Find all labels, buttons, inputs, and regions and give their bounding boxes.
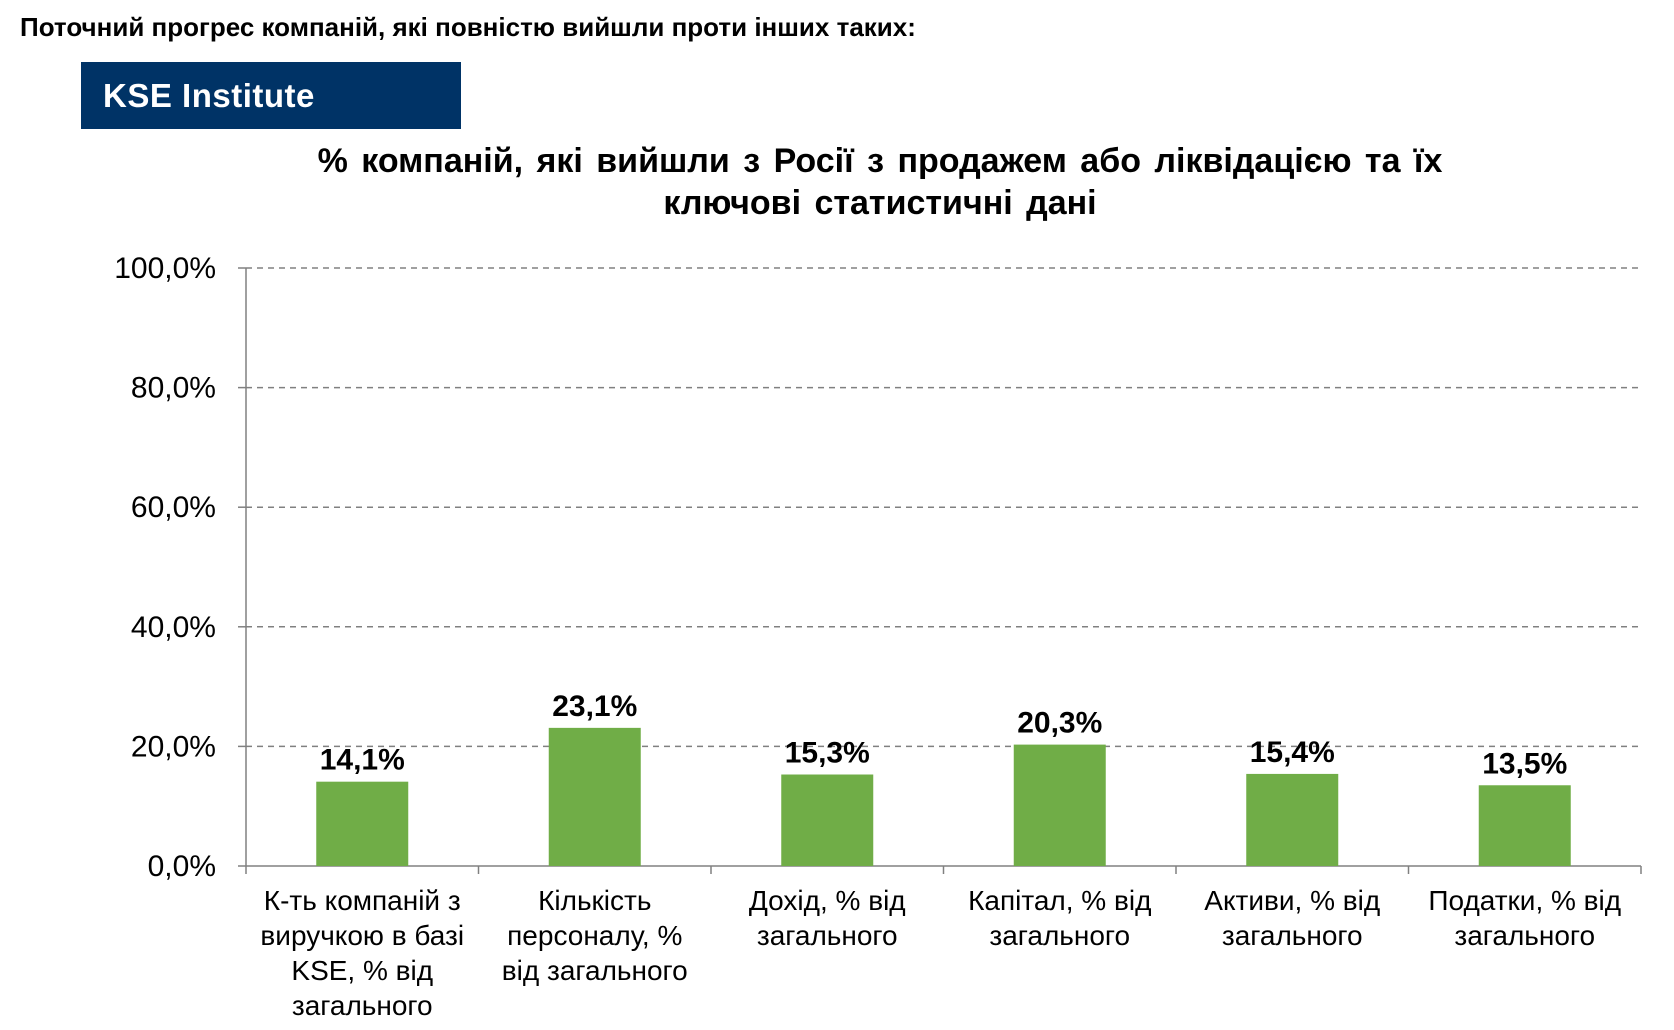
bar (1246, 773, 1339, 866)
y-tick-label: 60,0% (131, 491, 216, 524)
bar (781, 774, 874, 866)
data-label: 15,3% (785, 737, 870, 770)
page-heading: Поточний прогрес компаній, які повністю … (20, 12, 916, 42)
category-label: Активи, % від загального (1204, 885, 1380, 951)
category-label: Кількість персоналу, % від загального (502, 885, 688, 986)
category-label-line: від загального (502, 955, 688, 986)
bar (548, 727, 641, 866)
data-label: 20,3% (1017, 707, 1102, 740)
category-label: К-ть компаній з виручкою в базі KSE, % від… (260, 885, 464, 1021)
y-tick-label: 40,0% (131, 611, 216, 644)
category-label-line: Кількість (538, 885, 651, 916)
brand-label: KSE Institute (103, 76, 315, 114)
category-label-line: загального (1454, 920, 1595, 951)
category-label-line: К-ть компаній з (264, 885, 461, 916)
category-label-line: Податки, % від (1428, 885, 1621, 916)
category-label-line: загального (757, 920, 898, 951)
chart-title: % компаній, які вийшли з Росії з продаже… (200, 140, 1560, 224)
category-label-line: загального (989, 920, 1130, 951)
category-label-line: Дохід, % від (749, 885, 906, 916)
category-label-line: KSE, % від (291, 955, 433, 986)
bar (1013, 744, 1106, 866)
y-tick-label: 20,0% (131, 730, 216, 763)
bar (316, 781, 409, 866)
data-label: 15,4% (1250, 736, 1335, 769)
category-label-line: загального (292, 990, 433, 1021)
chart-title-line: ключові статистичні дані (663, 184, 1097, 222)
category-label-line: Активи, % від (1204, 885, 1380, 916)
chart-title-line: % компаній, які вийшли з Росії з продаже… (317, 142, 1443, 180)
category-label-line: Капітал, % від (968, 885, 1151, 916)
data-label: 14,1% (320, 744, 405, 777)
category-label: Капітал, % від загального (968, 885, 1151, 951)
category-label-line: загального (1222, 920, 1363, 951)
data-label: 13,5% (1482, 747, 1567, 780)
category-label-line: персоналу, % (507, 920, 682, 951)
y-tick-label: 80,0% (131, 372, 216, 405)
category-label: Податки, % від загального (1428, 885, 1621, 951)
category-label-line: виручкою в базі (260, 920, 464, 951)
y-tick-label: 100,0% (114, 252, 216, 285)
category-label: Дохід, % від загального (749, 885, 906, 951)
data-label: 23,1% (552, 690, 637, 723)
y-tick-label: 0,0% (148, 850, 216, 883)
bar (1478, 785, 1571, 866)
kse-institute-logo: KSE Institute (81, 62, 461, 129)
